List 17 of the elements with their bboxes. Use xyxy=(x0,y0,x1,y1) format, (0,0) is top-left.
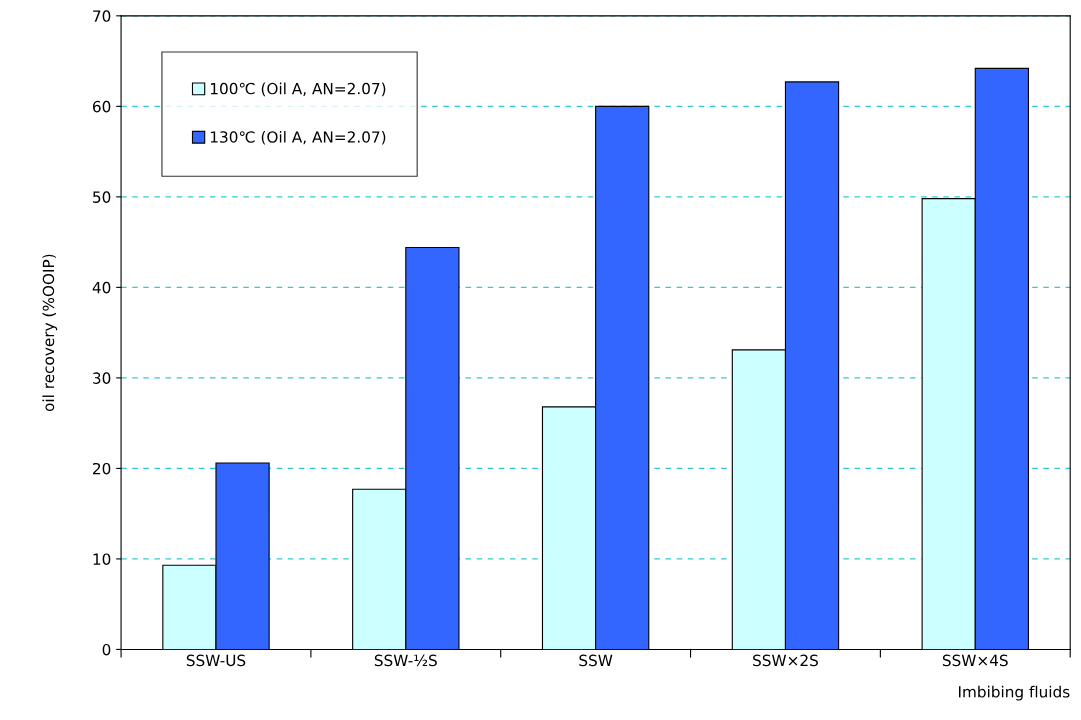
y-axis-title: oil recovery (%OOIP) xyxy=(42,254,58,412)
y-tick-label: 70 xyxy=(93,10,111,22)
x-tick-label: SSW-½S xyxy=(374,654,437,667)
x-tick-label: SSW×4S xyxy=(942,654,1008,667)
y-tick-label: 20 xyxy=(93,462,111,475)
y-tick-label: 30 xyxy=(93,372,111,384)
x-tick-label: SSW×2S xyxy=(753,654,818,667)
x-axis-title: Imbibing fluids xyxy=(958,685,1070,701)
legend-label: 130℃ (Oil A, AN=2.07) xyxy=(210,130,386,145)
y-tick-label: 0 xyxy=(102,643,111,656)
y-tick-label: 10 xyxy=(93,553,111,565)
legend-label: 100℃ (Oil A, AN=2.07) xyxy=(210,82,386,97)
y-tick-label: 40 xyxy=(92,281,111,294)
y-tick-label: 50 xyxy=(93,191,111,203)
y-tick-label: 60 xyxy=(92,100,111,113)
x-tick-label: SSW xyxy=(579,654,613,667)
x-tick-label: SSW-US xyxy=(186,654,246,667)
